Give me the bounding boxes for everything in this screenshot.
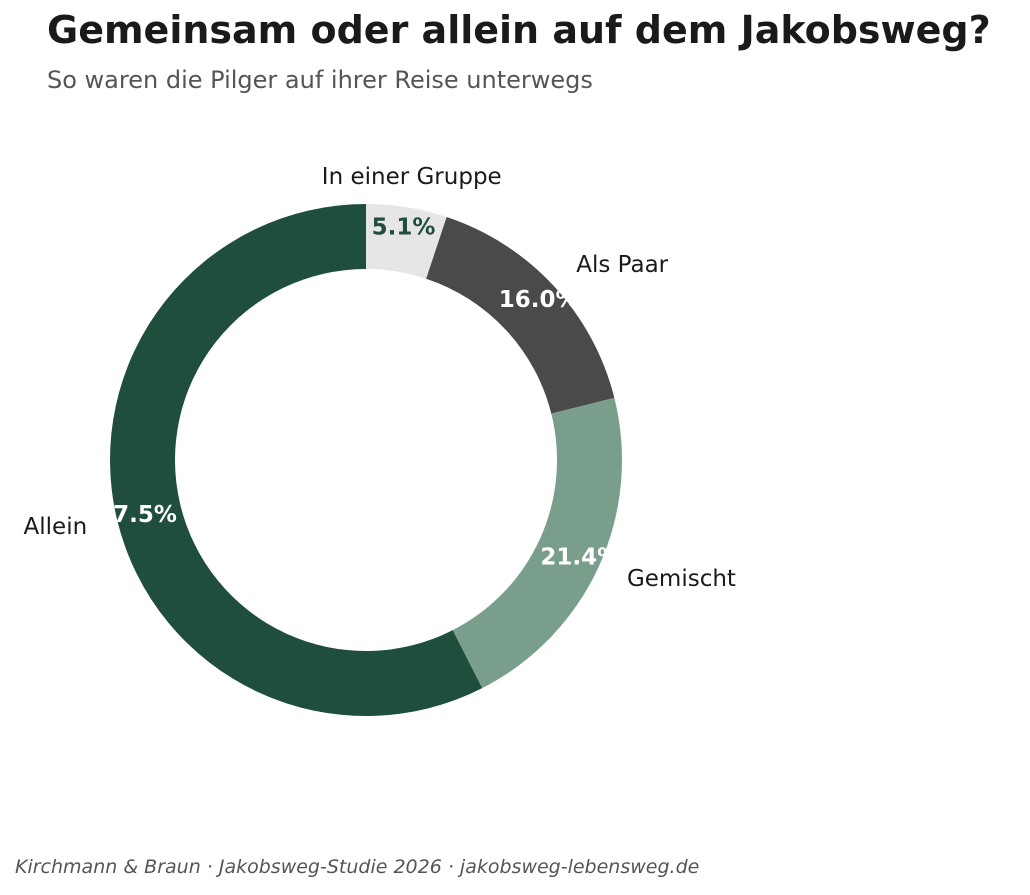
category-label-als-paar: Als Paar [576,252,668,278]
donut-slice-gemischt [452,397,622,689]
donut-slice-in-einer-gruppe [366,204,447,279]
value-label-als-paar: 16.0% [499,287,579,313]
value-label-in-einer-gruppe: 5.1% [372,215,436,241]
chart-subtitle: So waren die Pilger auf ihrer Reise unte… [47,66,593,94]
chart-source-footer: Kirchmann & Braun · Jakobsweg-Studie 202… [15,856,700,878]
donut-slice-als-paar [426,217,615,414]
category-label-gemischt: Gemischt [627,566,736,592]
value-label-gemischt: 21.4% [540,545,620,571]
value-label-allein: 57.5% [97,502,177,528]
donut-slice-allein [110,204,483,717]
category-label-allein: Allein [24,514,88,540]
category-label-in-einer-gruppe: In einer Gruppe [322,164,502,190]
chart-title: Gemeinsam oder allein auf dem Jakobsweg? [47,8,991,52]
